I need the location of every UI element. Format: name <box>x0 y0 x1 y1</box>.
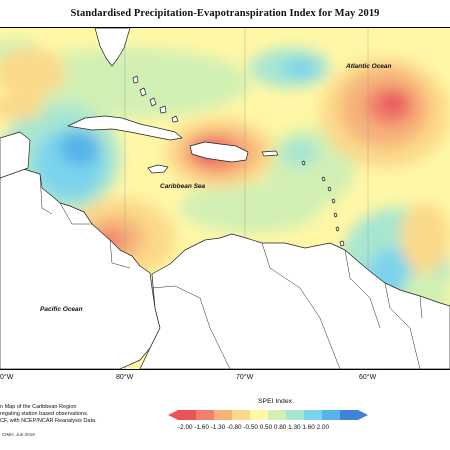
legend-color-cell <box>304 410 322 420</box>
spei-map <box>0 27 450 370</box>
legend-color-cell <box>196 410 214 420</box>
atlantic-ocean-label: Atlantic Ocean <box>346 63 392 70</box>
land-masses <box>0 28 450 369</box>
legend-title: SPEI Index <box>258 398 293 405</box>
lesser-antilles-islands <box>301 160 345 247</box>
florida-land <box>94 28 131 67</box>
hispaniola-island <box>189 141 249 163</box>
country-borders <box>39 173 423 369</box>
longitude-tick-label: 60°W <box>359 374 377 381</box>
longitude-tick-label: 70°W <box>236 374 254 381</box>
puerto-rico-island <box>261 150 279 157</box>
legend-color-cell <box>286 410 304 420</box>
cuba-island <box>67 115 183 141</box>
footnote-line: CF, with NCEP/NCAR Reanalysis Data. <box>0 418 97 424</box>
map-canvas <box>0 28 450 369</box>
legend-color-cell <box>232 410 250 420</box>
caribbean-sea-label: Caribbean Sea <box>160 183 206 190</box>
legend-color-cell <box>178 410 196 420</box>
legend-color-cell <box>214 410 232 420</box>
map-title: Standardised Precipitation-Evapotranspir… <box>70 8 380 19</box>
footnote-line: regating station based observations. <box>0 411 89 417</box>
legend-arrow-high <box>358 410 368 420</box>
central-america-land <box>0 167 161 369</box>
legend-color-cell <box>340 410 358 420</box>
bahamas-islands <box>132 75 179 123</box>
jamaica-island <box>147 164 169 174</box>
pacific-ocean-label: Pacific Ocean <box>40 306 83 313</box>
legend-colorbar <box>168 410 368 420</box>
legend-arrow-low <box>168 410 178 420</box>
legend-values: -2.00 -1.60 -1.30 -0.80 -0.50 0.50 0.80 … <box>178 424 330 431</box>
longitude-tick-label: 80°W <box>116 374 134 381</box>
yucatan-land <box>0 131 31 179</box>
credit-text: CIMH, Jun-2019 <box>2 432 35 437</box>
footnote-line: n Map of the Caribbean Region <box>0 404 77 410</box>
legend-color-cell <box>322 410 340 420</box>
legend-color-cell <box>268 410 286 420</box>
longitude-tick-label: 0°W <box>0 374 14 381</box>
legend-color-cell <box>250 410 268 420</box>
south-america-land <box>139 233 450 369</box>
